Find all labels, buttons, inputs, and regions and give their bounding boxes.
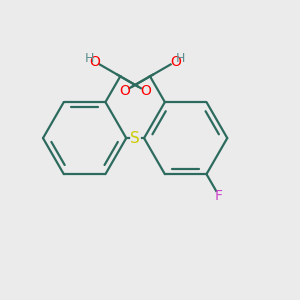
Text: H: H [85,52,94,65]
Text: S: S [130,130,140,146]
Text: O: O [119,84,130,98]
Text: O: O [170,55,181,69]
Text: H: H [176,52,186,65]
Text: O: O [140,84,151,98]
Text: O: O [90,55,101,69]
Text: F: F [215,188,223,203]
